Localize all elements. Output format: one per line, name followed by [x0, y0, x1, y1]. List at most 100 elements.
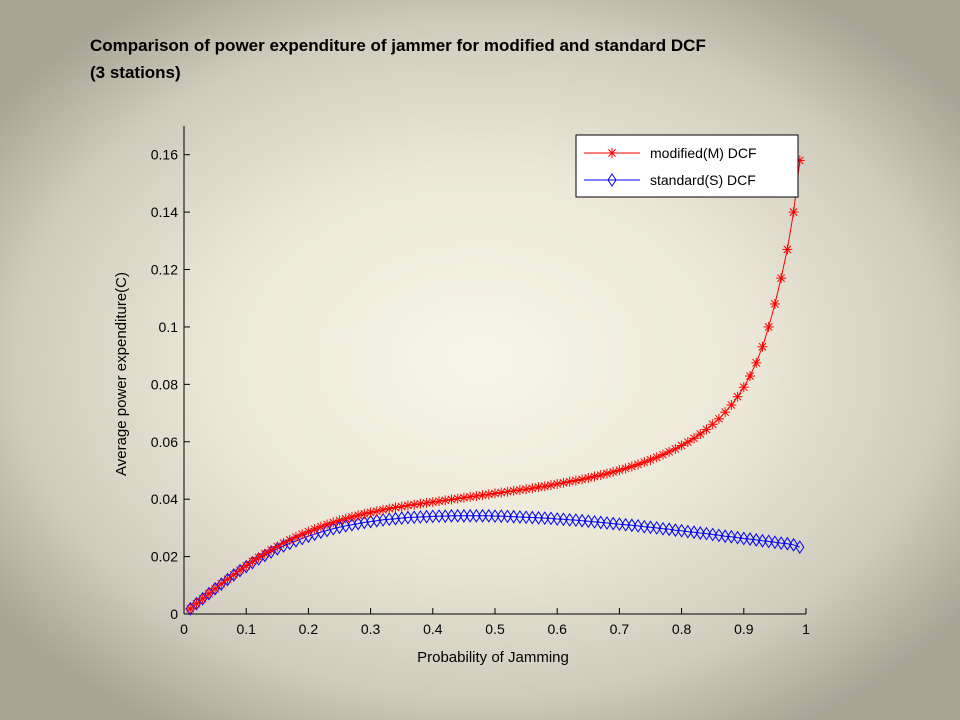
data-point: [409, 510, 419, 525]
data-point: [241, 560, 252, 571]
data-point: [738, 382, 749, 393]
data-point: [521, 510, 531, 525]
data-point: [614, 517, 625, 532]
y-tick-label: 0.12: [151, 262, 178, 278]
x-tick-label: 0.7: [610, 621, 630, 637]
x-tick-label: 0: [180, 621, 188, 637]
y-tick-label: 0.06: [151, 434, 178, 450]
data-point: [440, 509, 450, 524]
data-point: [322, 519, 333, 530]
legend-item-standard-dcf: standard(S) DCF: [584, 172, 756, 188]
data-point: [682, 437, 693, 448]
data-point: [788, 207, 799, 218]
data-point: [583, 472, 594, 483]
legend-label: standard(S) DCF: [650, 172, 756, 188]
x-tick-label: 0.6: [547, 621, 567, 637]
data-point: [509, 509, 519, 524]
data-point: [639, 519, 649, 534]
data-point: [764, 534, 774, 549]
data-point: [328, 517, 339, 528]
data-point: [683, 524, 693, 539]
x-tick-label: 0.8: [672, 621, 692, 637]
data-point: [614, 465, 625, 476]
data-point: [689, 433, 700, 444]
data-point: [701, 424, 712, 435]
slide-title: Comparison of power expenditure of jamme…: [90, 32, 890, 86]
legend-marker: [607, 173, 617, 187]
data-point: [365, 507, 376, 518]
data-point: [253, 552, 264, 563]
data-point: [458, 492, 469, 503]
data-point: [540, 511, 550, 526]
data-point: [577, 513, 587, 528]
data-point: [596, 515, 606, 530]
y-tick-label: 0.08: [151, 376, 178, 392]
data-point: [545, 480, 556, 491]
data-point: [465, 508, 475, 523]
data-point: [197, 593, 208, 604]
data-point: [490, 509, 500, 524]
data-point: [695, 526, 705, 540]
x-tick-label: 0.4: [423, 621, 443, 637]
data-point: [770, 535, 780, 550]
data-point: [334, 515, 345, 526]
x-tick-label: 0.5: [485, 621, 505, 637]
data-point: [546, 511, 556, 526]
data-point: [720, 529, 730, 544]
data-point: [191, 598, 202, 609]
data-point: [601, 468, 612, 479]
data-point: [571, 513, 581, 528]
data-point: [471, 508, 481, 523]
data-point: [658, 521, 668, 536]
y-axis-label: Average power expenditure(C): [113, 272, 130, 476]
data-point: [539, 481, 550, 492]
data-point: [676, 523, 687, 538]
data-point: [670, 523, 680, 538]
data-point: [266, 544, 277, 555]
data-point: [795, 540, 805, 555]
data-point: [751, 357, 762, 368]
series-standard-dcf: [185, 508, 805, 616]
data-point: [210, 583, 221, 594]
data-point: [720, 407, 731, 418]
data-point: [459, 508, 469, 523]
data-point: [552, 512, 562, 526]
data-point: [278, 538, 289, 549]
data-point: [782, 536, 792, 551]
data-point: [745, 532, 755, 546]
data-point: [234, 565, 245, 576]
y-tick-label: 0: [170, 606, 178, 622]
data-point: [496, 509, 506, 524]
data-point: [589, 471, 600, 482]
data-point: [769, 298, 780, 309]
x-tick-label: 0.3: [361, 621, 381, 637]
data-point: [732, 391, 743, 402]
data-point: [415, 510, 425, 524]
legend-box: [575, 134, 799, 198]
data-point: [745, 371, 756, 382]
data-point: [776, 536, 786, 550]
data-point: [484, 508, 494, 523]
data-point: [602, 516, 612, 530]
data-point: [371, 506, 382, 517]
data-point: [340, 513, 351, 524]
data-point: [701, 526, 712, 541]
data-point: [564, 476, 575, 487]
data-point: [453, 508, 463, 523]
y-tick-label: 0.02: [151, 549, 178, 565]
data-point: [732, 530, 743, 545]
data-point: [645, 520, 656, 535]
data-point: [483, 489, 494, 500]
data-point: [713, 413, 724, 424]
data-point: [626, 461, 637, 472]
x-tick-label: 1: [802, 621, 810, 637]
data-point: [558, 512, 569, 527]
data-point: [763, 321, 774, 332]
data-point: [477, 508, 488, 523]
data-point: [664, 522, 674, 537]
data-point: [502, 509, 513, 524]
data-point: [633, 518, 643, 533]
data-point: [428, 509, 438, 524]
data-point: [502, 486, 513, 497]
